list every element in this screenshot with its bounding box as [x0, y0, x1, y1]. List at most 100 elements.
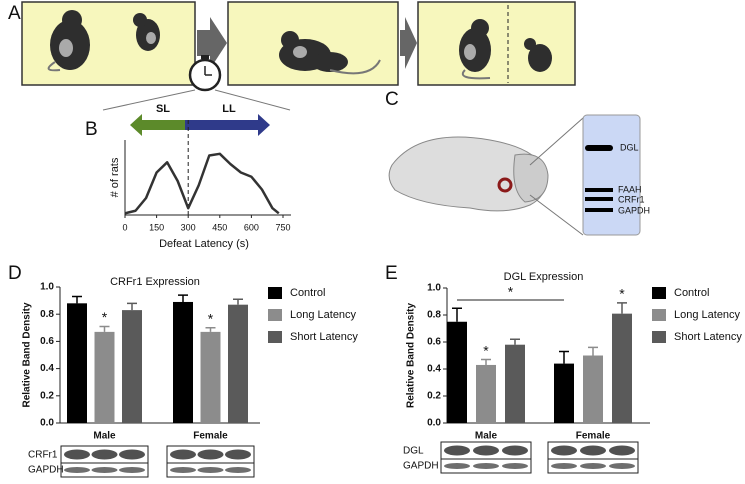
x-tick-label: 750 [275, 222, 290, 232]
distribution-curve [124, 152, 280, 215]
blot-band [119, 467, 145, 473]
legend-swatch [268, 287, 282, 299]
blot-band [444, 445, 470, 456]
legend-swatch [268, 309, 282, 321]
y-tick-label: 0.2 [427, 391, 441, 402]
y-tick-label: 0.6 [427, 337, 441, 348]
legend-label: Long Latency [674, 309, 741, 321]
y-tick-label: 1.0 [40, 282, 54, 293]
x-tick-label: 0 [122, 222, 127, 232]
error-bar [233, 298, 243, 305]
bar [122, 310, 142, 423]
blot-band [473, 463, 499, 469]
legend-swatch [652, 309, 666, 321]
y-tick-label: 0.0 [427, 418, 441, 429]
panel-label: D [8, 263, 22, 284]
bar [228, 304, 248, 423]
panel-label: B [85, 119, 98, 140]
band-label: CRFr1 [618, 194, 645, 204]
blot-band [609, 463, 635, 469]
bar [583, 355, 603, 423]
error-bar [452, 307, 462, 322]
error-bar [559, 350, 569, 364]
error-bar [72, 295, 82, 304]
y-tick-label: 0.8 [40, 309, 54, 320]
x-tick-label: 450 [212, 222, 227, 232]
category-label: Female [193, 431, 228, 442]
blot-band [580, 445, 606, 456]
blot-band [609, 445, 635, 456]
bar [505, 344, 525, 423]
bar [67, 303, 87, 423]
bar [476, 364, 496, 423]
blot-band [197, 449, 224, 460]
panel-label: A [8, 3, 21, 24]
blot-band [551, 445, 577, 456]
y-tick-label: 0.4 [427, 364, 441, 375]
legend-label: Short Latency [290, 331, 358, 343]
error-bar [588, 346, 598, 356]
y-tick-label: 0.4 [40, 363, 54, 374]
legend-swatch [652, 331, 666, 343]
blot-band [119, 449, 145, 460]
blot-label: GAPDH [28, 465, 64, 476]
blot-band [225, 449, 251, 460]
blot-band [64, 467, 90, 473]
chart-title: DGL Expression [504, 271, 584, 283]
blot-band [502, 463, 528, 469]
band-label: DGL [620, 142, 639, 152]
significance-label: * [102, 309, 108, 325]
y-tick-label: 0.2 [40, 390, 54, 401]
blot-band [473, 445, 499, 456]
y-tick-label: 1.0 [427, 283, 441, 294]
blot-band [197, 467, 224, 473]
blot-band [91, 449, 118, 460]
bar [94, 331, 115, 423]
arrow-label: LL [222, 103, 236, 115]
panel-label: E [385, 263, 398, 284]
blot-label: DGL [403, 446, 424, 457]
error-bar [178, 294, 188, 302]
bar [447, 321, 467, 423]
bar [200, 331, 221, 423]
significance-label: * [208, 311, 214, 327]
blot-label: GAPDH [403, 461, 439, 472]
bracket-label: * [508, 284, 514, 300]
category-label: Male [93, 431, 116, 442]
arrow-label: SL [156, 103, 170, 115]
legend-label: Control [674, 287, 709, 299]
legend-swatch [652, 287, 666, 299]
blot-band [225, 467, 251, 473]
error-bar [617, 302, 627, 314]
category-label: Male [475, 431, 498, 442]
y-tick-label: 0.8 [427, 310, 441, 321]
error-bar [127, 302, 137, 311]
chart-title: CRFr1 Expression [110, 276, 200, 288]
bar [612, 313, 632, 423]
panel-a-art [21, 1, 576, 111]
blot-band [580, 463, 606, 469]
x-tick-label: 600 [244, 222, 259, 232]
significance-label: * [483, 342, 489, 358]
blot-band [64, 449, 90, 460]
bar [173, 301, 193, 423]
y-axis-label: Relative Band Density [406, 303, 417, 408]
category-label: Female [576, 431, 611, 442]
blot-band [170, 449, 196, 460]
blot-band [551, 463, 577, 469]
bar [554, 363, 574, 423]
y-axis-label: # of rats [109, 157, 121, 197]
panel-label: C [385, 89, 399, 110]
band-label: GAPDH [618, 205, 650, 215]
legend-label: Control [290, 287, 325, 299]
x-tick-label: 300 [181, 222, 196, 232]
y-axis-label: Relative Band Density [22, 302, 33, 407]
error-bar [510, 338, 520, 345]
blot-band [444, 463, 470, 469]
legend-swatch [268, 331, 282, 343]
sl-arrow [130, 114, 185, 136]
error-bar [481, 358, 491, 365]
blot-band [170, 467, 196, 473]
significance-label: * [619, 286, 625, 302]
legend-label: Short Latency [674, 331, 742, 343]
